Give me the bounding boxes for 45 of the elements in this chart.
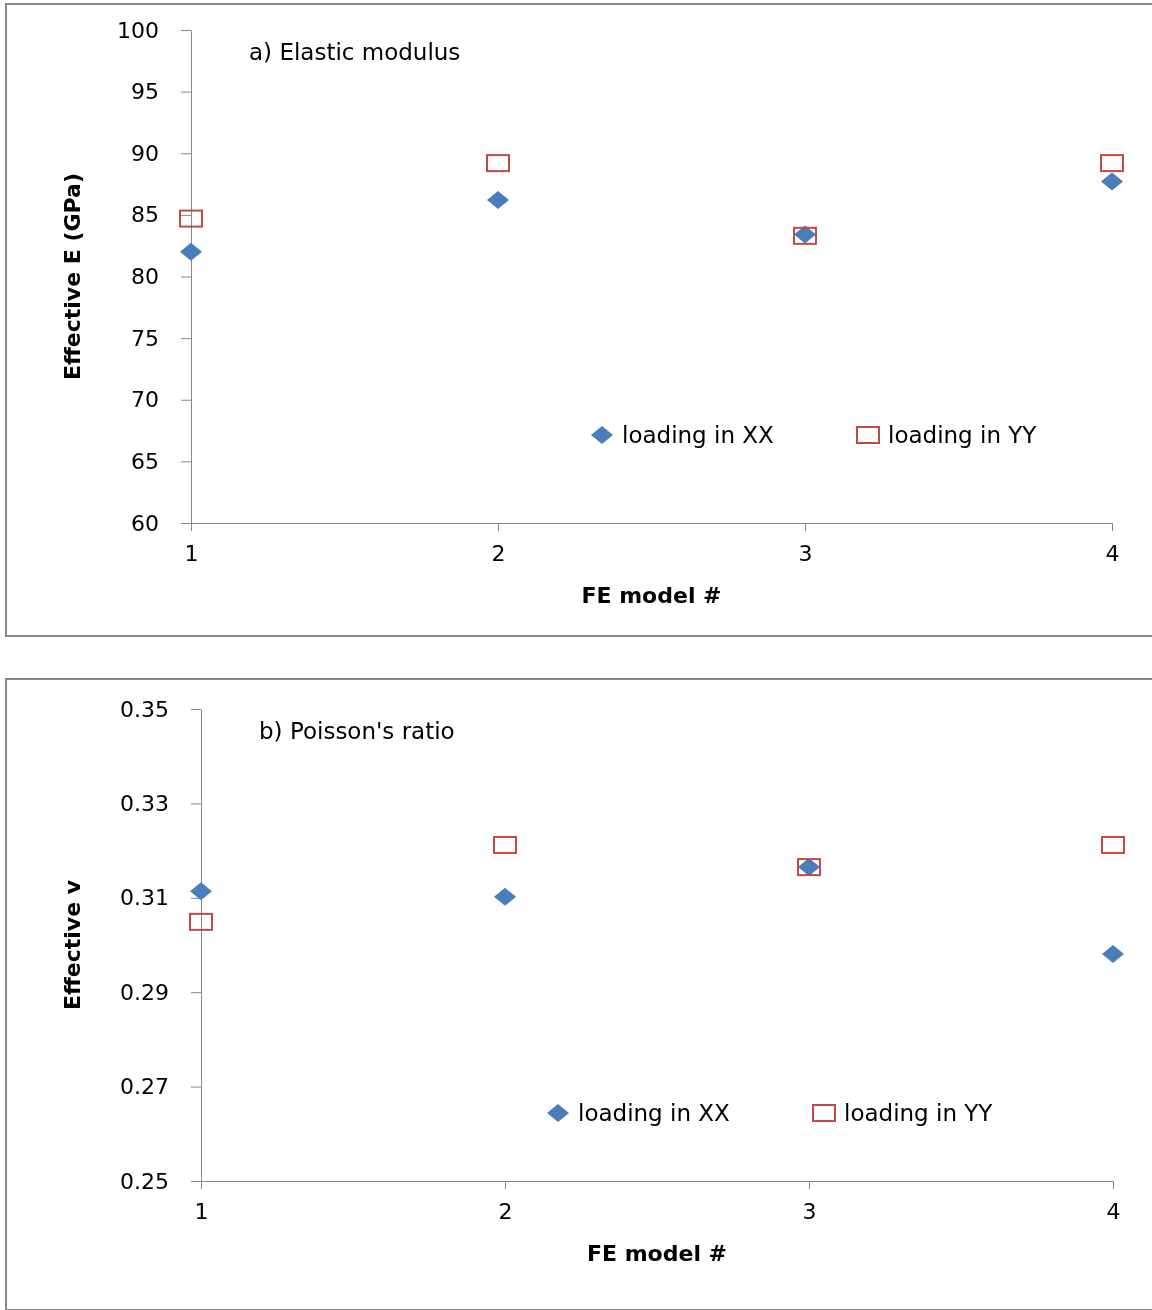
x-tick-label: 3 (798, 540, 813, 566)
y-tick-label: 0.33 (120, 790, 169, 816)
legend-label: loading in XX (578, 1100, 731, 1126)
x-tick-label: 2 (498, 1198, 513, 1224)
point (1101, 172, 1123, 191)
y-tick-label: 70 (131, 387, 159, 413)
y-axis-title: Effective E (GPa) (60, 172, 85, 381)
x-tick-label: 3 (802, 1198, 817, 1224)
y-tick-label: 0.35 (120, 696, 169, 722)
legend-label: loading in YY (844, 1100, 994, 1126)
point (179, 209, 203, 228)
y-tick-label: 0.31 (120, 885, 169, 911)
point (1102, 944, 1124, 963)
point (493, 835, 517, 854)
point (189, 912, 213, 931)
y-tick-label: 90 (131, 140, 159, 166)
point (487, 191, 509, 210)
chart-title: b) Poisson's ratio (259, 718, 455, 744)
x-tick-label: 1 (194, 1198, 209, 1224)
x-tick-label: 2 (491, 540, 506, 566)
y-tick-label: 80 (131, 264, 159, 290)
x-tick-label: 4 (1105, 540, 1120, 566)
point (494, 887, 516, 906)
y-tick-label: 85 (131, 202, 159, 228)
legend-label: loading in YY (888, 422, 1038, 448)
point (180, 242, 202, 261)
y-tick-label: 0.27 (120, 1074, 169, 1100)
chart-title: a) Elastic modulus (249, 39, 461, 65)
point (1101, 835, 1125, 854)
point (1100, 154, 1124, 173)
y-axis-title: Effective v (60, 879, 85, 1011)
y-tick-label: 75 (131, 325, 159, 351)
x-axis-title: FE model # (581, 583, 722, 608)
legend-label: loading in XX (622, 422, 775, 448)
x-tick-label: 1 (184, 540, 199, 566)
y-tick-label: 0.29 (120, 979, 169, 1005)
point (486, 154, 510, 173)
point (190, 882, 212, 901)
x-tick-label: 4 (1106, 1198, 1121, 1224)
x-axis-title: FE model # (586, 1241, 728, 1266)
y-tick-label: 60 (131, 510, 159, 536)
y-tick-label: 100 (117, 17, 159, 43)
y-tick-label: 0.25 (120, 1168, 169, 1194)
y-tick-label: 65 (131, 448, 159, 474)
y-tick-label: 95 (131, 79, 159, 105)
